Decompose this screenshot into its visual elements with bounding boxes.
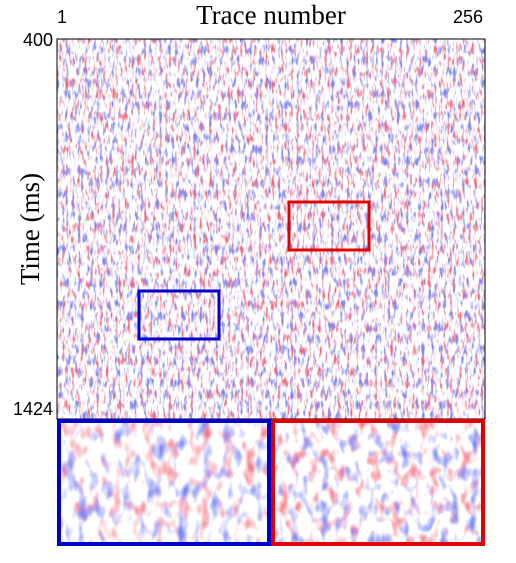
blue-zoom-box xyxy=(137,289,221,341)
blue-inset-frame xyxy=(57,419,271,546)
y-tick-label: 400 xyxy=(23,30,53,50)
red-zoom-box xyxy=(287,200,371,252)
x-axis-label: Trace number xyxy=(196,0,346,30)
x-tick-label: 1 xyxy=(57,7,67,27)
blue-inset-image xyxy=(59,421,269,544)
seismic-image xyxy=(57,39,485,419)
red-inset-image xyxy=(273,421,483,544)
y-tick-label: 1424 xyxy=(13,399,53,419)
red-inset-frame xyxy=(271,419,485,546)
x-tick-label: 256 xyxy=(453,7,483,27)
y-axis-label: Time (ms) xyxy=(15,173,45,285)
